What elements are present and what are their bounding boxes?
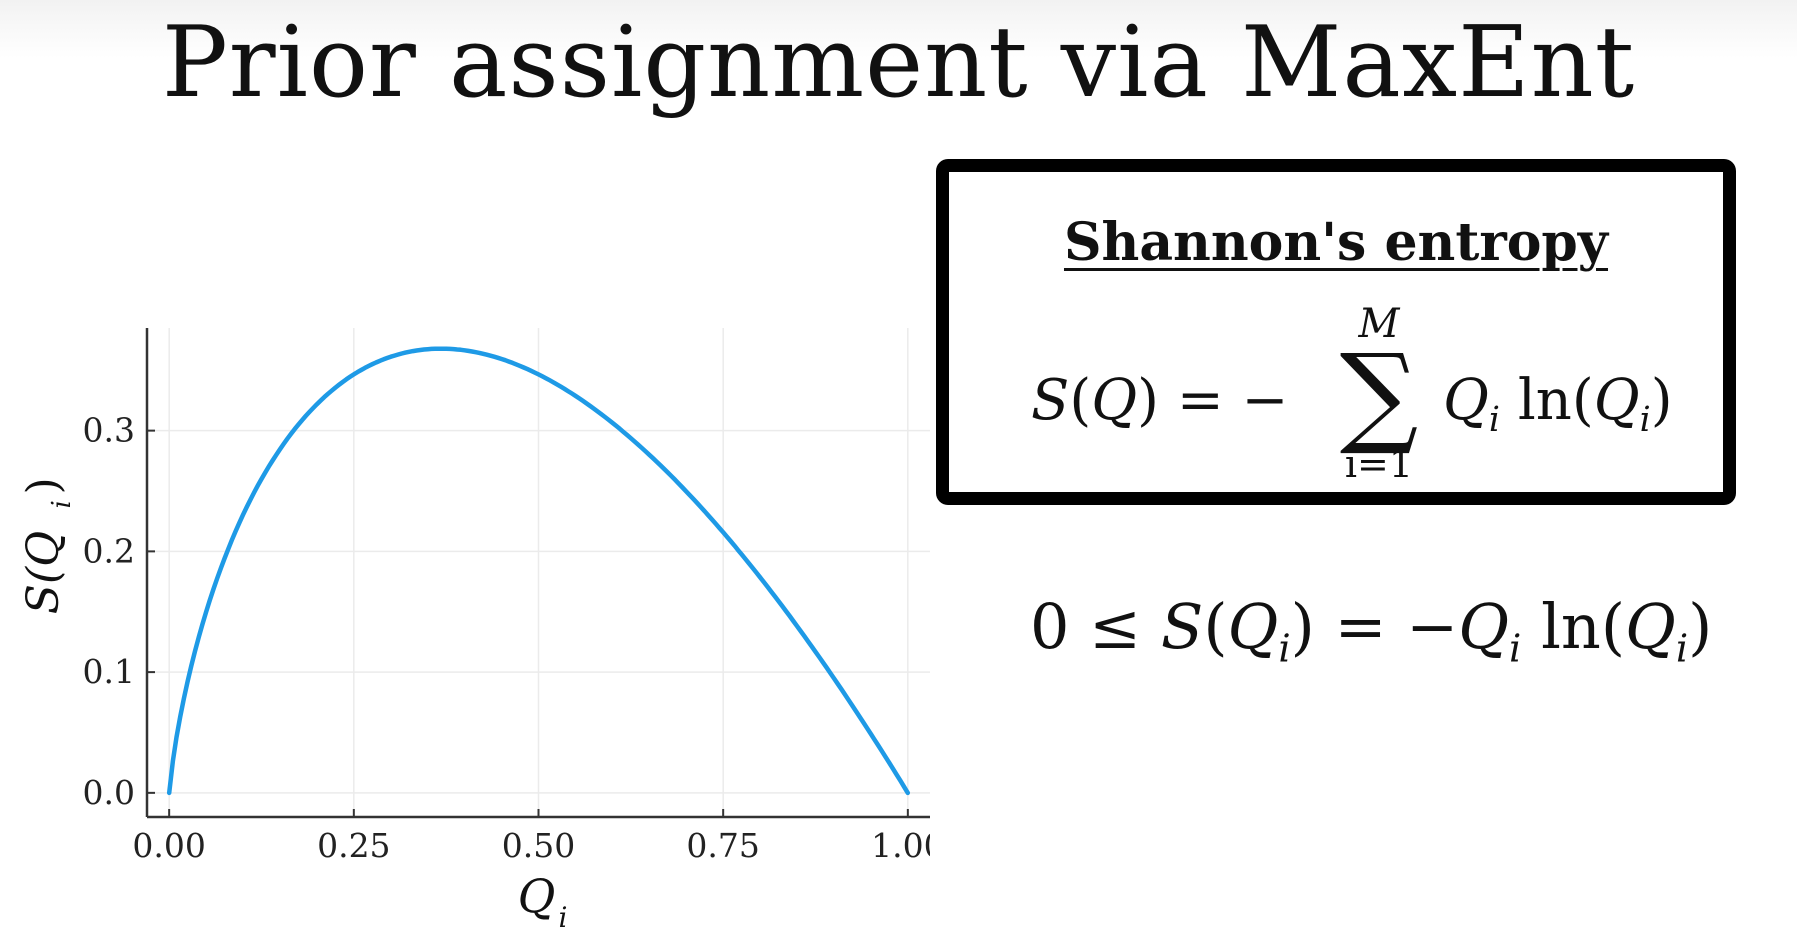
entropy-chart: 0.00 0.25 0.50 0.75 1.00 0.0 0.1 0.2 0.3 Qi S(Q i) [18, 328, 930, 931]
term-sub: i [1488, 400, 1501, 441]
y-tick-label-1: 0.1 [83, 652, 135, 691]
summation: M ∑ i=1 [1329, 304, 1429, 484]
bound-log-var: Q [1625, 590, 1676, 663]
entropy-equation-term: Qi ln(Qi) [1443, 368, 1673, 441]
x-tick-label-1: 0.25 [317, 826, 390, 865]
eq-lhs-arg: Q [1091, 368, 1138, 433]
entropy-equation-lhs: S(Q) = − [1031, 368, 1289, 433]
series-line-0 [166, 346, 911, 796]
x-tick-label-3: 0.75 [686, 826, 759, 865]
bound-rhs-sub: i [1509, 626, 1522, 672]
log-var: Q [1593, 368, 1640, 433]
bound-equals: = [1334, 590, 1387, 663]
formula-box: Shannon's entropy S(Q) = − M ∑ i=1 Qi ln… [936, 159, 1736, 505]
bound-zero: 0 [1030, 590, 1070, 663]
bound-rhs-minus: − [1406, 590, 1459, 663]
bound-rhs-var: Q [1458, 590, 1510, 663]
sum-lower-limit: i=1 [1344, 442, 1414, 486]
log-text: ln [1517, 368, 1572, 433]
bound-lhs-var: Q [1227, 590, 1279, 663]
eq-lhs-symbol: S [1031, 368, 1070, 433]
y-tick-label-3: 0.3 [83, 411, 135, 450]
y-tick-label-2: 0.2 [83, 531, 135, 570]
x-axis-label: Q [518, 869, 556, 923]
sum-symbol: ∑ [1339, 330, 1419, 458]
slide-title: Prior assignment via MaxEnt [161, 6, 1636, 120]
y-axis-label: S(Q [18, 531, 69, 614]
y-tick-label-0: 0.0 [83, 773, 135, 812]
term-var: Q [1443, 368, 1489, 433]
x-tick-label-2: 0.50 [502, 826, 575, 865]
eq-equals: = [1176, 368, 1224, 433]
bound-equation: 0 ≤ S(Qi) = −Qi ln(Qi) [1030, 590, 1713, 672]
y-axis-label-close: ) [18, 477, 69, 494]
top-bar [0, 0, 1797, 58]
sum-upper-limit: M [1358, 301, 1400, 347]
bound-log-text: ln [1541, 590, 1601, 663]
log-sub: i [1639, 400, 1651, 441]
y-axis-label-sub: i [47, 500, 77, 508]
bound-leq: ≤ [1089, 590, 1142, 663]
bound-lhs-sub: i [1278, 626, 1291, 672]
bound-log-sub: i [1675, 626, 1689, 672]
eq-minus: − [1241, 368, 1289, 433]
x-axis-label-sub: i [559, 901, 568, 931]
x-tick-label-4: 1.00 [871, 826, 930, 865]
box-heading: Shannon's entropy [1063, 212, 1609, 273]
x-tick-label-0: 0.00 [132, 826, 205, 865]
bound-lhs: S [1160, 590, 1204, 663]
